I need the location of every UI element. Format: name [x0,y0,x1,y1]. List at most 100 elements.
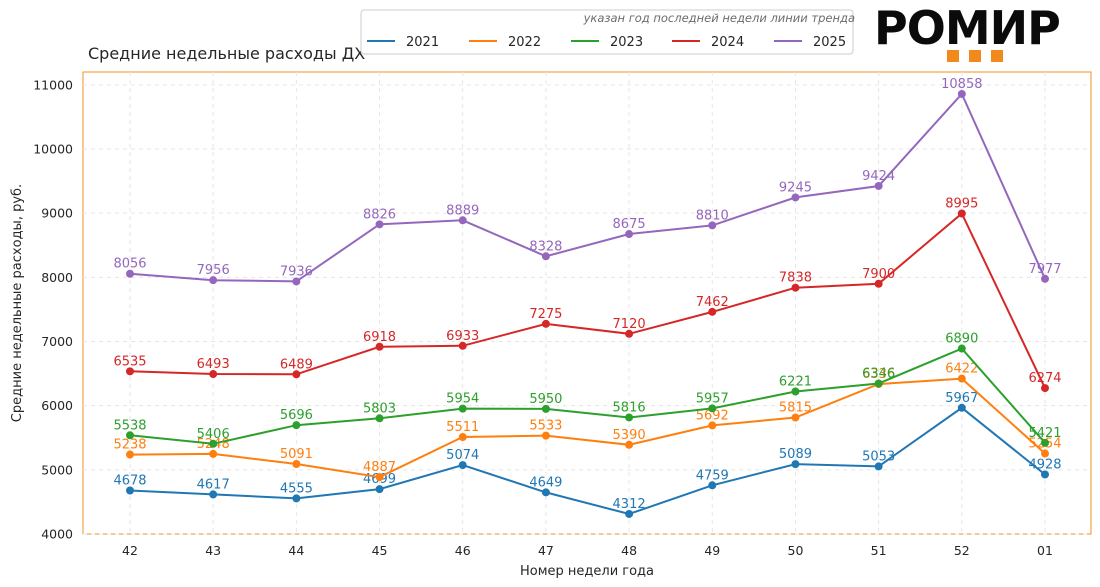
data-label: 8810 [696,208,729,223]
data-point [541,488,550,497]
data-point [957,403,966,412]
data-label: 6535 [113,354,146,369]
data-point [874,181,883,190]
data-label: 5692 [696,408,729,423]
data-point [209,490,218,499]
y-tick-label: 10000 [33,142,73,157]
data-point [292,277,301,286]
x-tick-label: 43 [205,543,221,558]
y-tick-label: 6000 [41,398,73,413]
data-point [458,433,467,442]
data-point [541,431,550,440]
data-point [708,481,717,490]
data-point [625,230,634,239]
data-label: 5816 [613,400,646,415]
x-tick-label: 44 [288,543,304,558]
data-label: 8889 [446,203,479,218]
data-label: 5950 [529,392,562,407]
data-point [874,279,883,288]
data-point [1041,274,1049,283]
data-point [791,387,800,396]
data-point [625,413,634,422]
data-label: 8056 [113,257,146,272]
logo-square [991,50,1003,62]
data-label: 9424 [862,169,895,184]
x-tick-label: 45 [372,543,388,558]
data-label: 6493 [197,357,230,372]
legend-box [360,9,854,55]
data-label: 8675 [613,217,646,232]
data-point [708,404,717,413]
data-label: 4555 [280,481,313,496]
series-line [129,377,1046,479]
data-point [791,413,800,422]
data-label: 4649 [529,475,562,490]
data-point [1041,470,1049,479]
data-label: 5238 [113,438,146,453]
data-point [209,276,218,285]
y-tick-label: 11000 [33,77,73,92]
data-point [791,460,800,469]
data-label: 6221 [779,374,812,389]
data-point [957,344,966,353]
data-label: 7462 [696,295,729,310]
legend-note: указан год последней недели линии тренда [583,11,855,25]
data-point [458,341,467,350]
x-axis-ticks: 42 43 44 45 46 47 48 49 50 51 52 01 [122,543,1053,558]
data-label: 5406 [197,427,230,442]
logo-square [969,50,981,62]
legend-label: 2024 [711,35,744,50]
data-label: 5533 [529,419,562,434]
data-point [292,421,301,430]
data-label: 7956 [197,263,230,278]
data-point [209,449,218,458]
logo-wordmark: РОМИР [874,1,1061,55]
data-label: 6274 [1028,371,1061,386]
series-line [129,347,1046,445]
legend-label: 2023 [610,35,643,50]
series-line [129,92,1046,283]
data-point [126,269,134,278]
data-point [541,404,550,413]
x-tick-label: 42 [122,543,138,558]
data-point [708,307,717,316]
data-label: 6489 [280,357,313,372]
data-label: 8995 [945,196,978,211]
y-axis-label: Средние недельные расходы, руб. [10,184,25,422]
grid [83,72,1091,535]
data-label: 5954 [446,392,479,407]
series-2022: 5238524850914887551155335390569258156336… [113,362,1062,482]
x-tick-label: 47 [538,543,554,558]
data-label: 5815 [779,401,812,416]
series-2025: 8056 7956 7936 8826 8889 8328 8675 8810 9245 9424… [113,77,1062,286]
legend-label: 2025 [813,35,846,50]
legend-item: 2025 [774,35,846,50]
data-label: 6336 [862,367,895,382]
y-tick-label: 4000 [41,527,73,542]
data-label: 7275 [529,307,562,322]
plot-area [82,71,1092,535]
data-label: 5390 [613,428,646,443]
data-label: 5957 [696,391,729,406]
series-2024: 6535 6493 6489 6918 6933 7275 7120 7462 7838 7900… [113,196,1062,393]
series-2021: 4678461745554699507446494312475950895053… [113,391,1062,518]
data-label: 4928 [1028,457,1061,472]
data-point [458,461,467,470]
romir-logo: РОМИР [874,2,1064,64]
data-label: 7120 [613,317,646,332]
data-point [292,494,301,503]
logo-square [947,50,959,62]
legend-item: 2021 [367,35,439,50]
x-tick-label: 51 [871,543,887,558]
data-point [957,209,966,218]
data-point [625,509,634,518]
data-point [625,329,634,338]
data-point [1041,438,1049,447]
data-label: 8328 [529,239,562,254]
data-label: 7838 [779,271,812,286]
legend: указан год последней недели линии тренда… [360,9,855,55]
data-point [541,319,550,328]
x-tick-label: 46 [455,543,471,558]
data-point [375,220,384,229]
chart-title: Средние недельные расходы ДХ [88,44,365,63]
